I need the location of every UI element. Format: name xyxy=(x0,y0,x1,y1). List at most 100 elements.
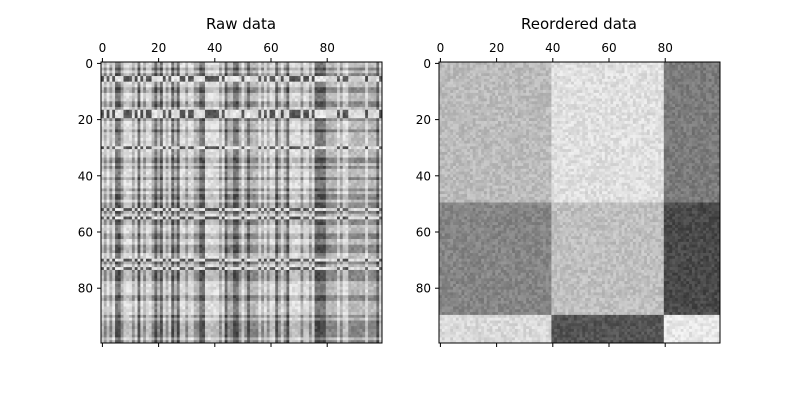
heatmap-cell xyxy=(224,180,228,184)
heatmap-cell xyxy=(120,143,124,147)
heatmap-cell xyxy=(247,70,251,74)
heatmap-cell xyxy=(297,188,301,192)
heatmap-cell xyxy=(193,165,197,170)
heatmap-cell xyxy=(280,174,284,178)
heatmap-cell xyxy=(238,137,242,142)
heatmap-cell xyxy=(241,126,245,130)
heatmap-cell xyxy=(334,104,338,108)
heatmap-cell xyxy=(376,165,380,170)
heatmap-cell xyxy=(272,112,276,116)
heatmap-cell xyxy=(348,98,352,102)
heatmap-cell xyxy=(199,98,203,102)
heatmap-cell xyxy=(171,163,175,167)
heatmap-cell xyxy=(365,163,369,167)
heatmap-cell xyxy=(258,95,262,99)
heatmap-cell xyxy=(286,81,290,85)
heatmap-cell xyxy=(199,168,203,172)
heatmap-cell xyxy=(148,64,152,68)
heatmap-cell xyxy=(339,160,344,164)
heatmap-cell xyxy=(294,84,299,88)
heatmap-cell xyxy=(275,146,279,150)
heatmap-cell xyxy=(300,163,304,167)
heatmap-cell xyxy=(359,149,363,153)
heatmap-cell xyxy=(325,106,329,111)
heatmap-cell xyxy=(292,135,296,139)
heatmap-cell xyxy=(286,149,290,153)
heatmap-cell xyxy=(202,191,206,195)
heatmap-cell xyxy=(224,84,228,88)
heatmap-cell xyxy=(317,154,321,158)
heatmap-cell xyxy=(306,118,310,122)
heatmap-cell xyxy=(154,191,158,195)
heatmap-cell xyxy=(373,151,377,156)
heatmap-cell xyxy=(131,199,136,203)
heatmap-cell xyxy=(294,137,299,142)
heatmap-cell xyxy=(101,98,105,102)
heatmap-cell xyxy=(339,78,344,83)
heatmap-cell xyxy=(370,177,374,181)
heatmap-cell xyxy=(292,126,296,130)
heatmap-cell xyxy=(365,95,369,99)
heatmap-cell xyxy=(283,165,287,170)
heatmap-cell xyxy=(322,160,327,164)
heatmap-cell xyxy=(165,64,169,68)
heatmap-cell xyxy=(140,146,144,150)
heatmap-cell xyxy=(219,62,223,66)
heatmap-cell xyxy=(131,115,136,119)
heatmap-cell xyxy=(255,87,259,91)
heatmap-cell xyxy=(168,177,172,181)
heatmap-cell xyxy=(179,73,183,77)
heatmap-cell xyxy=(154,182,158,186)
heatmap-cell xyxy=(151,177,155,181)
heatmap-cell xyxy=(202,92,206,97)
heatmap-cell xyxy=(123,135,127,139)
heatmap-cell xyxy=(376,95,380,99)
heatmap-cell xyxy=(379,78,383,83)
heatmap-cell xyxy=(303,95,307,99)
heatmap-cell xyxy=(367,62,372,66)
heatmap-cell xyxy=(238,149,242,153)
heatmap-cell xyxy=(294,174,299,178)
heatmap-cell xyxy=(227,112,231,116)
heatmap-cell xyxy=(182,101,186,105)
heatmap-cell xyxy=(345,199,349,203)
heatmap-cell xyxy=(151,199,155,203)
heatmap-cell xyxy=(101,140,105,144)
heatmap-cell xyxy=(210,160,214,164)
heatmap-cell xyxy=(176,177,181,181)
heatmap-cell xyxy=(221,163,225,167)
heatmap-cell xyxy=(216,149,220,153)
heatmap-cell xyxy=(303,84,307,88)
heatmap-cell xyxy=(179,182,183,186)
heatmap-cell xyxy=(224,115,228,119)
heatmap-cell xyxy=(334,118,338,122)
heatmap-cell xyxy=(376,67,380,71)
heatmap-cell xyxy=(137,182,141,186)
heatmap-cell xyxy=(219,123,223,127)
heatmap-cell xyxy=(337,123,341,127)
heatmap-cell xyxy=(176,106,181,111)
heatmap-cell xyxy=(165,87,169,91)
heatmap-cell xyxy=(269,98,273,102)
heatmap-cell xyxy=(303,73,307,77)
heatmap-cell xyxy=(249,106,254,111)
heatmap-cell xyxy=(213,92,217,97)
heatmap-cell xyxy=(196,154,200,158)
heatmap-cell xyxy=(306,76,310,80)
heatmap-cell xyxy=(292,174,296,178)
heatmap-cell xyxy=(376,185,380,189)
heatmap-cell xyxy=(112,118,116,122)
heatmap-cell xyxy=(182,84,186,88)
heatmap-cell xyxy=(367,137,372,142)
heatmap-cell xyxy=(345,73,349,77)
heatmap-cell xyxy=(160,92,164,97)
heatmap-cell xyxy=(258,185,262,189)
heatmap-cell xyxy=(334,78,338,83)
heatmap-cell xyxy=(367,81,372,85)
heatmap-cell xyxy=(351,171,355,175)
heatmap-cell xyxy=(179,196,183,201)
heatmap-cell xyxy=(263,62,268,66)
heatmap-cell xyxy=(379,182,383,186)
heatmap-cell xyxy=(297,84,301,88)
heatmap-cell xyxy=(227,84,231,88)
